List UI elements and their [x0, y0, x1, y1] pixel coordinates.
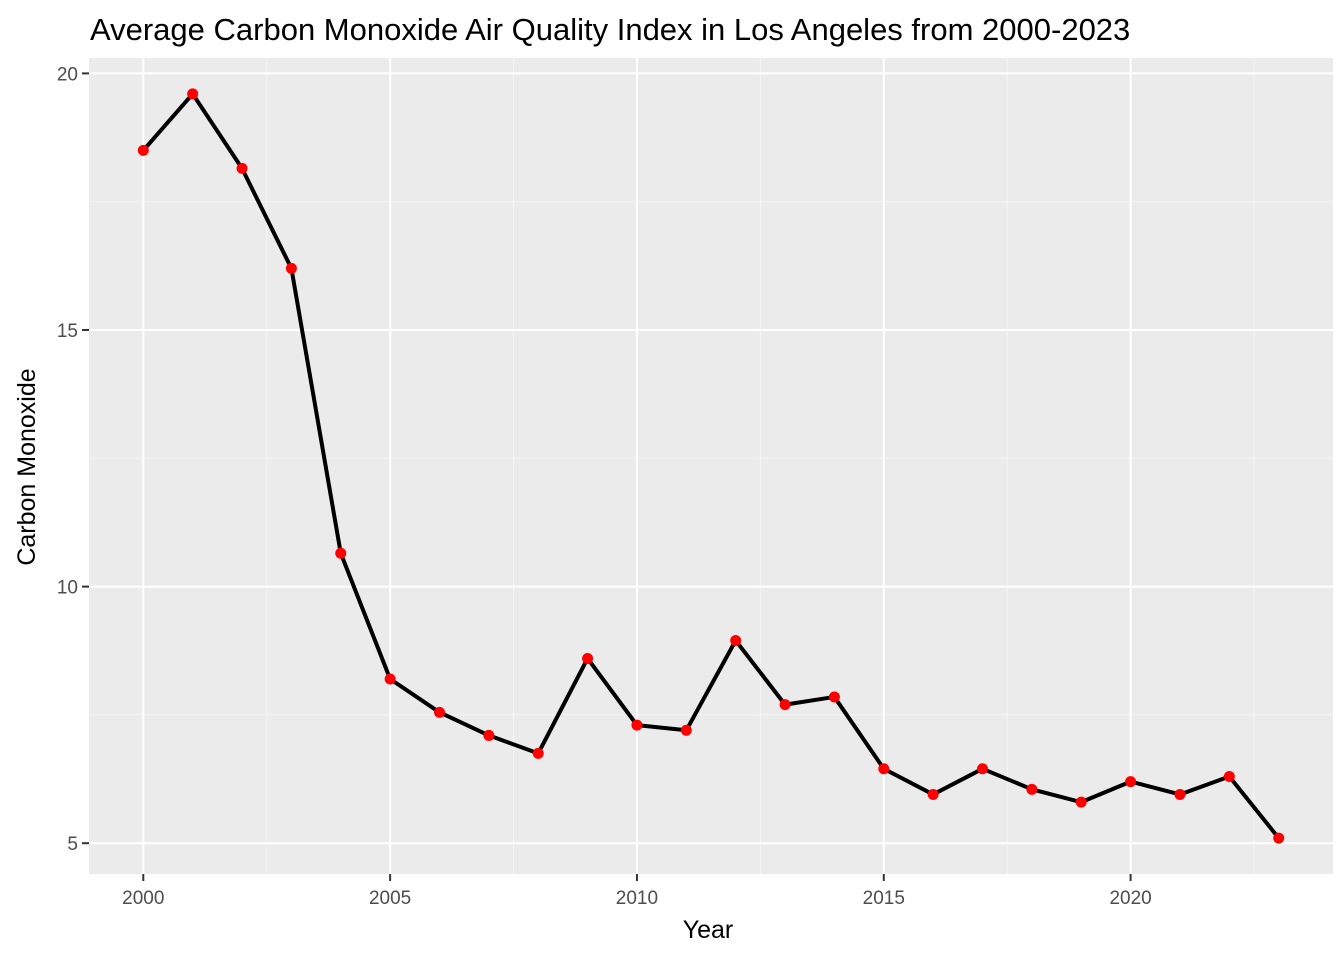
data-point	[285, 262, 297, 274]
data-point	[187, 88, 199, 100]
data-point	[927, 788, 939, 800]
grid-minor	[89, 58, 1333, 874]
x-tick-label: 2000	[122, 888, 164, 909]
data-point	[1026, 783, 1038, 795]
x-axis-label: Year	[683, 916, 734, 944]
data-point	[977, 763, 989, 775]
data-point	[137, 144, 149, 156]
data-point	[582, 652, 594, 664]
series-points-group	[137, 88, 1285, 844]
x-tick-label: 2005	[369, 888, 411, 909]
data-point	[532, 747, 544, 759]
data-point	[384, 673, 396, 685]
x-tick-label: 2020	[1109, 888, 1151, 909]
data-point	[433, 706, 445, 718]
data-point	[680, 724, 692, 736]
data-point	[1223, 770, 1235, 782]
series-line-group	[141, 91, 1281, 841]
y-axis: 5 10 15 20	[57, 64, 89, 855]
data-point	[335, 547, 347, 559]
y-tick-label: 15	[57, 321, 78, 342]
series-line	[141, 91, 1281, 841]
grid-major	[89, 58, 1333, 874]
y-axis-label: Carbon Monoxide	[13, 368, 41, 565]
data-point	[236, 162, 248, 174]
x-axis: 2000 2005 2010 2015 2020	[122, 874, 1152, 909]
data-point	[1174, 788, 1186, 800]
y-tick-label: 10	[57, 578, 78, 599]
data-point	[828, 691, 840, 703]
data-point	[1273, 832, 1285, 844]
data-point	[483, 729, 495, 741]
plot-panel	[89, 58, 1333, 874]
data-point	[878, 763, 890, 775]
y-tick-label: 5	[67, 834, 78, 855]
data-point	[631, 719, 643, 731]
data-point	[730, 634, 742, 646]
data-point	[779, 699, 791, 711]
x-tick-label: 2015	[863, 888, 905, 909]
data-point	[1125, 776, 1137, 788]
y-tick-label: 20	[57, 64, 78, 85]
chart-title: Average Carbon Monoxide Air Quality Inde…	[90, 12, 1130, 47]
data-point	[1075, 796, 1087, 808]
x-tick-label: 2010	[616, 888, 658, 909]
